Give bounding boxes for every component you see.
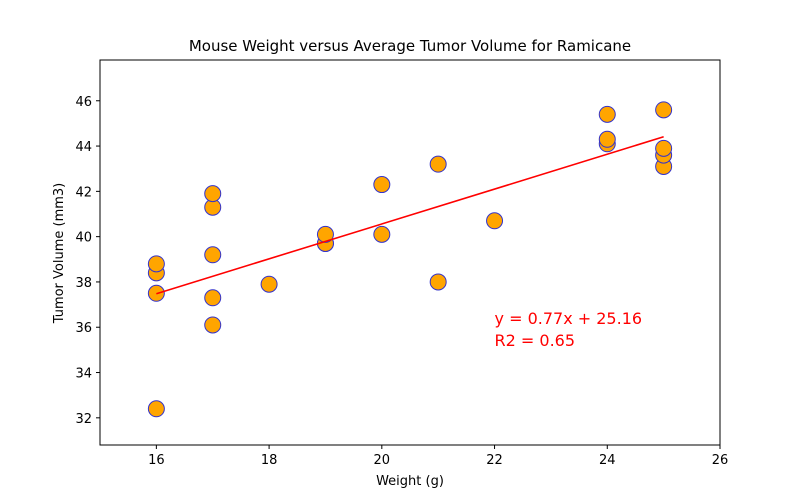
regression-line [156, 136, 664, 295]
y-tick-label: 32 [75, 412, 92, 427]
x-tick-label: 18 [261, 453, 278, 468]
y-tick-label: 42 [75, 185, 92, 200]
data-point [204, 289, 222, 307]
y-tick-label: 34 [75, 367, 92, 382]
data-point [204, 316, 222, 334]
x-axis-label: Weight (g) [376, 474, 444, 489]
data-point [260, 275, 278, 293]
x-tick-label: 20 [374, 453, 391, 468]
data-point [429, 273, 447, 291]
x-tick-label: 24 [599, 453, 616, 468]
data-point [204, 246, 222, 264]
data-point [655, 101, 673, 119]
y-tick-label: 38 [75, 276, 92, 291]
y-tick-label: 36 [75, 321, 92, 336]
data-point [316, 225, 334, 243]
data-point [598, 105, 616, 123]
data-point [429, 155, 447, 173]
plot-area: 16 18 20 22 24 26 32 34 36 38 40 42 44 46 y = 0.77x + … [75, 59, 729, 468]
y-tick-label: 40 [75, 231, 92, 246]
x-tick-label: 16 [148, 453, 165, 468]
regression-equation: y = 0.77x + 25.16 [495, 309, 643, 328]
y-tick-label: 44 [75, 140, 92, 155]
plot-frame [99, 59, 721, 446]
x-tick-label: 22 [486, 453, 503, 468]
data-point [373, 225, 391, 243]
data-point [598, 130, 616, 148]
x-tick-label: 26 [712, 453, 729, 468]
data-point [204, 185, 222, 203]
data-point [147, 400, 165, 418]
data-point [486, 212, 504, 230]
y-axis-label: Tumor Volume (mm3) [52, 183, 67, 325]
data-point [147, 255, 165, 273]
data-point [373, 176, 391, 194]
data-point [655, 139, 673, 157]
r-squared-label: R2 = 0.65 [495, 331, 575, 350]
chart-title: Mouse Weight versus Average Tumor Volume… [189, 37, 631, 55]
y-tick-label: 46 [75, 95, 92, 110]
